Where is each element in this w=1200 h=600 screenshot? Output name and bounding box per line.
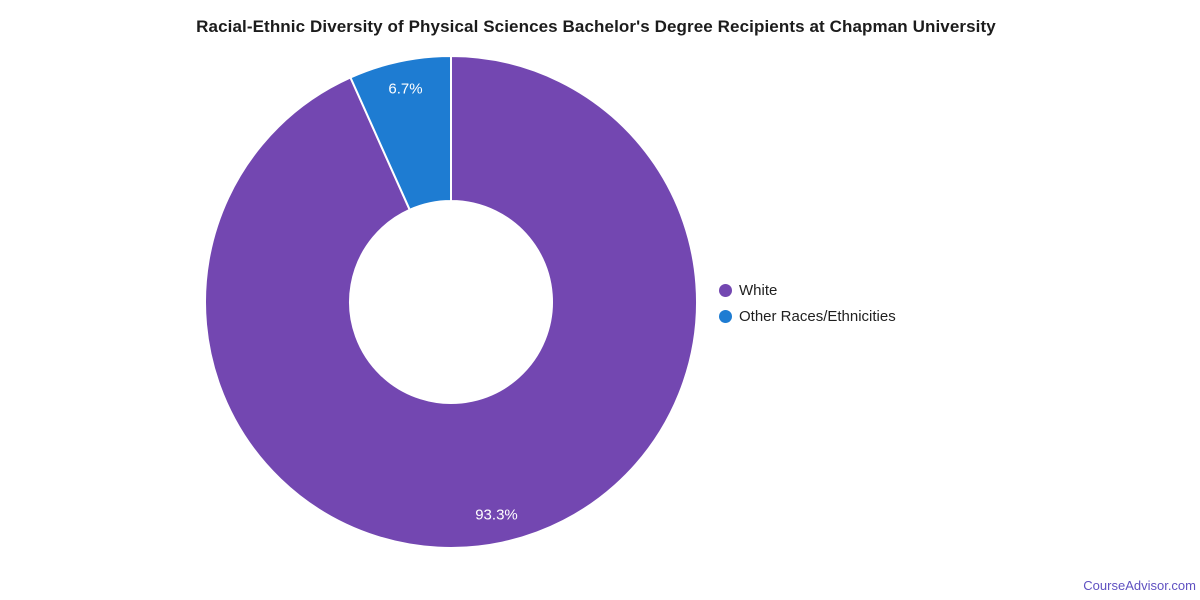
slice-percent-label: 93.3% xyxy=(475,507,518,524)
chart-title: Racial-Ethnic Diversity of Physical Scie… xyxy=(196,17,996,36)
legend-label-white: White xyxy=(739,281,778,299)
courseadvisor-link[interactable]: CourseAdvisor.com xyxy=(1083,578,1196,593)
legend-label-other: Other Races/Ethnicities xyxy=(739,307,896,325)
legend-item-white[interactable]: White xyxy=(719,280,896,300)
legend: White Other Races/Ethnicities xyxy=(719,280,896,332)
pie-slice-other[interactable] xyxy=(349,55,452,211)
pie-slice-white[interactable] xyxy=(204,55,698,549)
legend-marker-other-icon xyxy=(719,309,732,323)
legend-marker-white-icon xyxy=(719,283,732,297)
slice-percent-label: 6.7% xyxy=(388,80,422,97)
legend-item-other[interactable]: Other Races/Ethnicities xyxy=(719,306,896,326)
